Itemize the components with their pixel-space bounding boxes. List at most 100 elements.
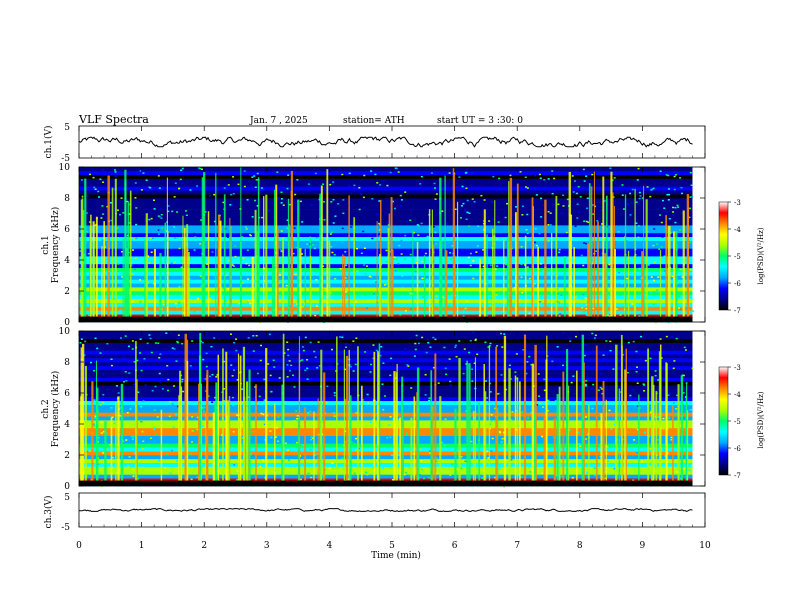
spectrogram-speckle (638, 267, 641, 270)
spectrogram-speckle (159, 208, 162, 210)
spectrogram-speckle (489, 305, 492, 307)
spectrogram-speckle (178, 285, 181, 288)
spectrogram-speckle (615, 308, 618, 310)
spectrogram-speckle (410, 229, 413, 231)
spectrogram-band (79, 334, 693, 340)
spectrogram-speckle (489, 391, 492, 393)
spectrogram-spike (468, 363, 471, 486)
frequency-ticklabel: 8 (64, 194, 70, 204)
spectrogram-speckle (296, 179, 299, 181)
spectrogram-speckle (562, 364, 565, 367)
spectrogram-speckle (496, 265, 499, 267)
spectrogram-speckle (692, 310, 695, 312)
spectrogram-speckle (286, 187, 289, 190)
spectrogram-spike (215, 382, 218, 486)
spectrogram-speckle (348, 185, 351, 187)
spectrogram-band (79, 396, 693, 402)
spectrogram-spike (377, 350, 379, 486)
spectrogram-dc-band (79, 480, 693, 486)
spectrogram-speckle (123, 380, 126, 383)
spectrogram-speckle (379, 354, 382, 357)
spectrogram-speckle (538, 471, 541, 473)
spectrogram-speckle (143, 358, 146, 360)
spectrogram-speckle (385, 260, 388, 263)
spectrogram-speckle (180, 169, 183, 172)
spectrogram-speckle (372, 344, 375, 346)
spectrogram-speckle (603, 237, 606, 239)
spectrogram-speckle (466, 300, 469, 302)
spectrogram-spike (101, 246, 103, 322)
spectrogram-speckle (606, 473, 609, 476)
spectrogram-speckle (110, 364, 113, 367)
spectrogram-speckle (534, 174, 537, 177)
spectrogram-speckle (286, 219, 289, 221)
spectrogram-band (79, 369, 693, 374)
ch1-ytick-bottom: -5 (61, 154, 70, 164)
spectrogram-speckle (652, 244, 655, 247)
spectrogram-band (79, 310, 693, 315)
spectrogram-speckle (124, 335, 127, 337)
spectrogram-speckle (286, 376, 289, 378)
spectrogram-speckle (211, 401, 214, 404)
spectrogram-speckle (333, 253, 336, 256)
spectrogram-speckle (307, 183, 310, 185)
spectrogram-speckle (464, 307, 467, 310)
spectrogram-speckle (689, 207, 692, 210)
spectrogram-speckle (139, 301, 142, 303)
spectrogram-speckle (232, 404, 235, 406)
spectrogram-speckle (562, 194, 565, 197)
spectrogram-speckle (426, 278, 429, 281)
spectrogram-spike (624, 194, 627, 322)
spectrogram-speckle (634, 476, 637, 479)
spectrogram-speckle (173, 196, 176, 198)
spectrogram-speckle (184, 210, 187, 212)
spectrogram-spike (145, 213, 148, 322)
spectrogram-speckle (530, 363, 533, 366)
spectrogram-speckle (378, 224, 381, 226)
spectrogram-speckle (415, 334, 418, 337)
spectrogram-speckle (243, 170, 246, 172)
spectrogram-speckle (160, 213, 163, 216)
spectrogram-speckle (444, 367, 447, 370)
spectrogram-speckle (83, 354, 86, 356)
spectrogram-speckle (252, 467, 255, 469)
ch3-ylabel: ch.3(V) (43, 496, 54, 529)
spectrogram-speckle (135, 237, 138, 240)
spectrogram-speckle (159, 229, 162, 232)
spectrogram-spike (558, 386, 561, 486)
spectrogram-speckle (194, 304, 197, 306)
spectrogram-speckle (435, 457, 438, 459)
spectrogram-speckle (484, 380, 487, 382)
spectrogram-spike (201, 177, 204, 322)
spectrogram-speckle (684, 349, 687, 351)
spectrogram-speckle (649, 357, 652, 360)
spectrogram-speckle (551, 360, 554, 363)
spectrogram-spike (486, 234, 488, 322)
spectrogram-speckle (325, 402, 328, 404)
spectrogram-speckle (537, 373, 540, 375)
spectrogram-spike (544, 199, 547, 322)
spectrogram-spike (84, 178, 87, 322)
spectrogram-spike (182, 215, 184, 322)
spectrogram-speckle (128, 308, 131, 311)
spectrogram-speckle (229, 204, 232, 206)
spectrogram-speckle (410, 404, 413, 407)
spectrogram-speckle (102, 452, 105, 454)
spectrogram-speckle (675, 408, 678, 410)
spectrogram-speckle (330, 245, 333, 248)
spectrogram-band (79, 190, 693, 195)
spectrogram-speckle (485, 397, 488, 399)
spectrogram-spike (326, 169, 329, 322)
spectrogram-speckle (670, 439, 673, 441)
spectrogram-speckle (279, 248, 282, 251)
spectrogram-speckle (230, 364, 233, 366)
spectrogram-speckle (561, 432, 564, 435)
spectrogram-speckle (429, 452, 432, 454)
spectrogram-speckle (672, 406, 675, 409)
spectrogram-speckle (455, 355, 458, 358)
spectrogram-speckle (296, 415, 299, 417)
spectrogram-speckle (260, 412, 263, 415)
spectrogram-speckle (586, 207, 589, 210)
ch2-spectrogram-heatmap (79, 331, 694, 488)
spectrogram-speckle (301, 444, 304, 446)
